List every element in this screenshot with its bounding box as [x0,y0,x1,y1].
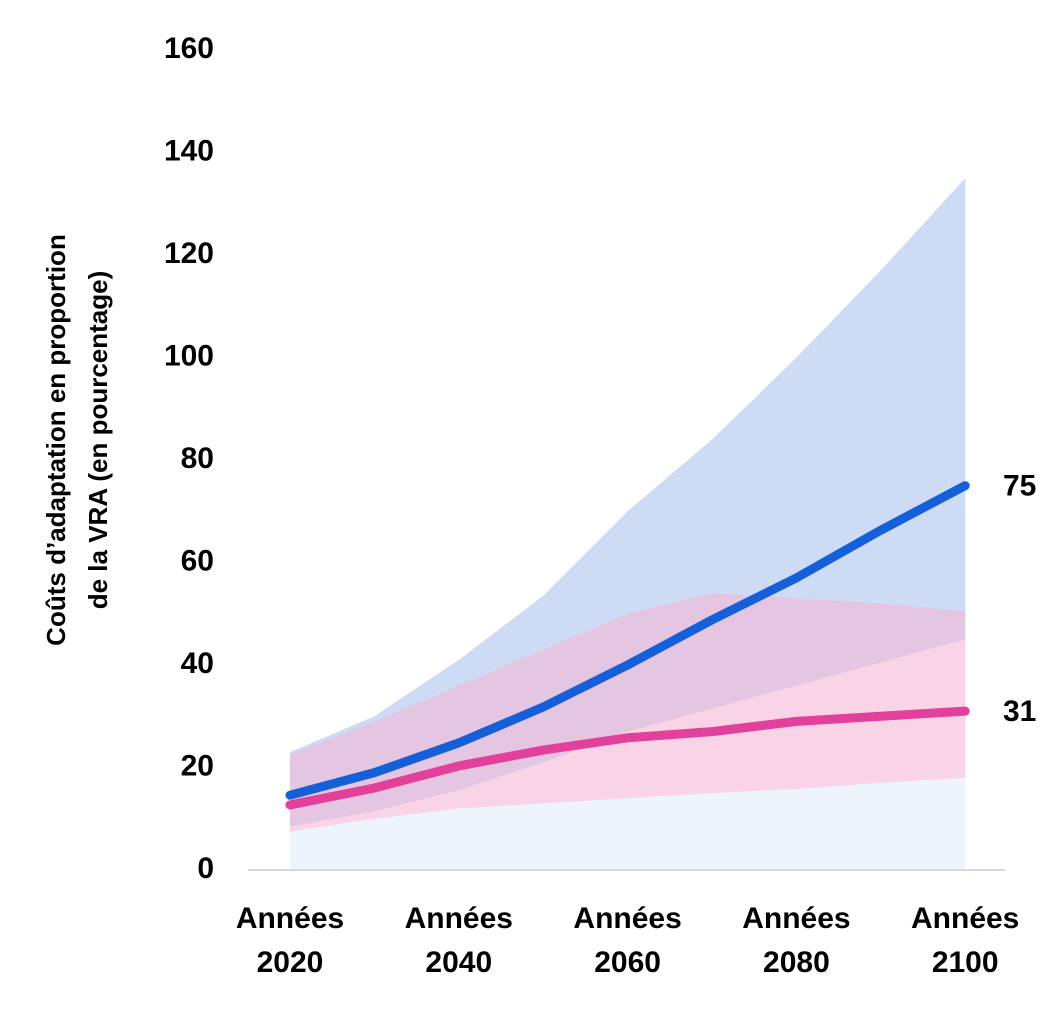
x-tick-label-line: Années [742,902,850,935]
x-tick-label-line: 2080 [763,946,830,979]
series-line [285,481,970,800]
x-tick-label: Années 2080 [742,902,850,979]
floor-area [290,777,966,870]
y-tick-label: 20 [181,749,214,782]
uncertainty-band [290,593,966,832]
y-tick-label: 0 [197,852,214,885]
x-tick-label-line: 2060 [594,946,661,979]
x-tick-label: Années 2060 [573,902,681,979]
y-tick-label: 160 [164,32,214,65]
end-label: 31 [1003,695,1036,728]
y-tick-label: 40 [181,647,214,680]
y-tick-label: 120 [164,237,214,270]
x-tick-label-line: Années [405,902,513,935]
y-axis-title-line: Coûts d’adaptation en proportion [41,234,71,646]
y-tick-label: 80 [181,442,214,475]
series-line [285,706,970,810]
y-axis-title: Coûts d’adaptation en proportion de la V… [41,234,113,646]
y-tick-label: 100 [164,339,214,372]
y-tick-label: 140 [164,134,214,167]
end-label: 75 [1003,470,1036,503]
y-tick-label: 60 [181,544,214,577]
x-tick-label: Années 2100 [911,902,1019,979]
y-axis-title-line: de la VRA (en pourcentage) [83,271,113,610]
x-tick-label: Années 2040 [405,902,513,979]
x-tick-label-line: 2020 [257,946,324,979]
x-tick-label-line: Années [236,902,344,935]
x-tick-label-line: 2100 [932,946,999,979]
x-tick-label-line: Années [911,902,1019,935]
x-tick-label-line: Années [573,902,681,935]
x-tick-label-line: 2040 [425,946,492,979]
x-tick-label: Années 2020 [236,902,344,979]
